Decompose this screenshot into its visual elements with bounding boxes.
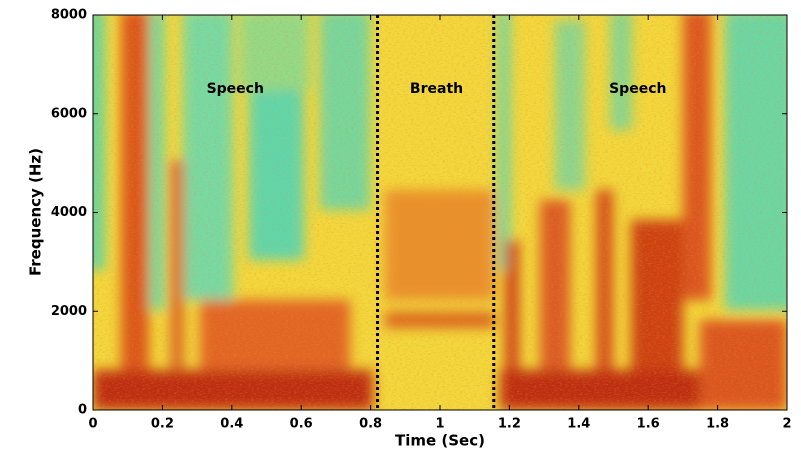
x-axis-label: Time (Sec) xyxy=(395,432,485,450)
spectrogram-texture xyxy=(93,15,787,410)
x-tick-label: 0.4 xyxy=(220,417,243,432)
y-tick-label: 2000 xyxy=(51,304,87,319)
x-tick-label: 1.6 xyxy=(637,417,660,432)
x-tick-label: 2 xyxy=(782,417,791,432)
x-tick-label: 1.4 xyxy=(567,417,590,432)
annotation: Speech xyxy=(207,81,264,97)
y-tick-label: 4000 xyxy=(51,205,87,220)
x-tick-label: 0.2 xyxy=(151,417,174,432)
x-tick-label: 1.2 xyxy=(498,417,521,432)
y-tick-label: 8000 xyxy=(51,8,87,23)
x-tick-label: 0 xyxy=(88,417,97,432)
x-tick-label: 0.6 xyxy=(290,417,313,432)
x-tick-label: 1 xyxy=(435,417,444,432)
x-tick-label: 0.8 xyxy=(359,417,382,432)
y-tick-label: 6000 xyxy=(51,106,87,121)
annotation: Breath xyxy=(410,81,463,97)
annotation: Speech xyxy=(609,81,666,97)
y-tick-label: 0 xyxy=(78,403,87,418)
x-tick-label: 1.8 xyxy=(706,417,729,432)
y-axis-label: Frequency (Hz) xyxy=(27,148,45,276)
